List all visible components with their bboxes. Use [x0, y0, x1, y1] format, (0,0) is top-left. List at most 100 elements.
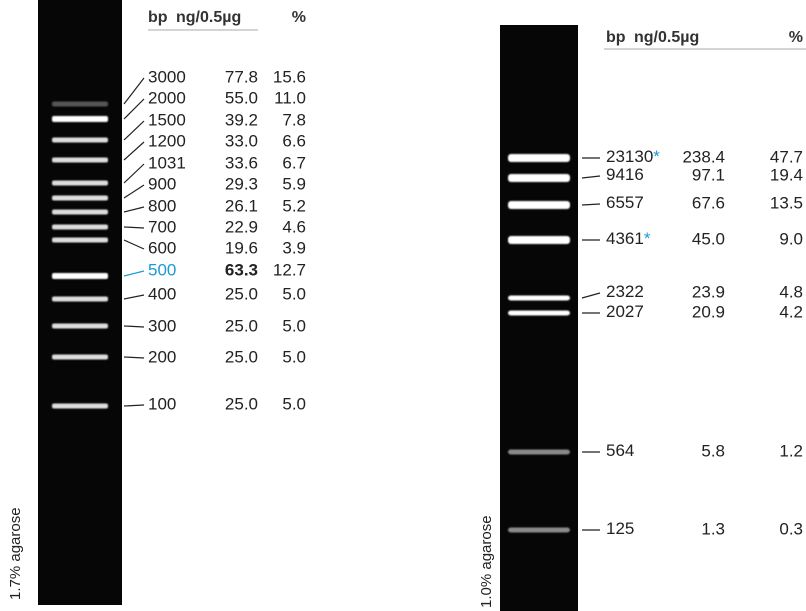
leader — [124, 357, 144, 358]
bp: 900 — [148, 174, 176, 193]
leader — [124, 78, 144, 104]
bp: 800 — [148, 196, 176, 215]
bp: 4361* — [606, 229, 651, 248]
bp: 700 — [148, 217, 176, 236]
bp-value: 6557 — [606, 193, 644, 212]
header-ng: ng/0.5µg — [634, 29, 699, 46]
pct: 5.0 — [282, 394, 306, 413]
leader — [124, 207, 144, 212]
bp: 400 — [148, 284, 176, 303]
band — [52, 273, 108, 279]
bp: 1200 — [148, 131, 186, 150]
bp: 9416 — [606, 165, 644, 184]
bp: 600 — [148, 238, 176, 257]
bp: 3000 — [148, 67, 186, 86]
bp: 2322 — [606, 282, 644, 301]
pct: 19.4 — [770, 165, 803, 184]
pct: 1.2 — [779, 441, 803, 460]
bp: 300 — [148, 316, 176, 335]
band — [508, 311, 570, 316]
ng: 25.0 — [225, 394, 258, 413]
leader — [124, 164, 144, 183]
ng: 97.1 — [692, 165, 725, 184]
leader — [582, 204, 600, 205]
ladder-figure: 1.7% agarose 1.0% agarose bp ng/0.5µg % … — [0, 0, 806, 611]
leader — [124, 121, 144, 140]
band — [52, 324, 108, 329]
leader — [124, 142, 144, 160]
band — [52, 297, 108, 302]
ng: 5.8 — [701, 441, 725, 460]
header-pct: % — [789, 29, 803, 46]
bp: 500 — [148, 260, 176, 279]
bp: 564 — [606, 441, 634, 460]
bp-value: 2027 — [606, 302, 644, 321]
header-ng: ng/0.5µg — [176, 9, 241, 26]
pct: 5.0 — [282, 347, 306, 366]
band — [52, 404, 108, 409]
pct: 11.0 — [274, 88, 306, 107]
band — [52, 210, 108, 215]
pct: 6.7 — [282, 153, 306, 172]
ng: 238.4 — [682, 147, 725, 166]
bp-value: 4361 — [606, 229, 644, 248]
bp: 125 — [606, 519, 634, 538]
gel-right — [500, 25, 578, 611]
pct: 12.7 — [273, 260, 306, 279]
bp: 100 — [148, 394, 176, 413]
band — [508, 528, 570, 533]
leader — [124, 99, 144, 119]
header-pct: % — [292, 9, 306, 26]
ng: 25.0 — [225, 347, 258, 366]
pct: 3.9 — [282, 238, 306, 257]
ng: 25.0 — [225, 316, 258, 335]
band — [52, 138, 108, 143]
ng: 39.2 — [225, 110, 258, 129]
ng: 33.0 — [225, 131, 258, 150]
band — [508, 154, 570, 162]
leader — [124, 271, 144, 276]
caption: 1.7% agarose — [7, 507, 24, 600]
bp: 23130* — [606, 147, 660, 166]
pct: 4.8 — [779, 282, 803, 301]
header-bp: bp — [606, 29, 626, 46]
pct: 4.6 — [282, 217, 306, 236]
ng: 23.9 — [692, 282, 725, 301]
bp: 2027 — [606, 302, 644, 321]
ng: 1.3 — [701, 519, 725, 538]
leader — [582, 176, 600, 178]
bp-value: 125 — [606, 519, 634, 538]
bp-value: 2322 — [606, 282, 644, 301]
band — [508, 236, 570, 244]
ng: 67.6 — [692, 193, 725, 212]
pct: 5.2 — [282, 196, 306, 215]
band — [508, 201, 570, 209]
ng: 20.9 — [692, 302, 725, 321]
leader — [582, 293, 600, 298]
bp: 2000 — [148, 88, 186, 107]
ng: 33.6 — [225, 153, 258, 172]
band — [52, 158, 108, 163]
bp-value: 9416 — [606, 165, 644, 184]
ng: 22.9 — [225, 217, 258, 236]
pct: 5.0 — [282, 284, 306, 303]
bp: 6557 — [606, 193, 644, 212]
pct: 9.0 — [779, 229, 803, 248]
ng: 77.8 — [225, 67, 258, 86]
caption: 1.0% agarose — [478, 515, 495, 608]
ng: 19.6 — [225, 238, 258, 257]
pct: 6.6 — [282, 131, 306, 150]
footnote-mark: * — [653, 147, 660, 166]
band — [508, 296, 570, 301]
ng: 55.0 — [225, 88, 258, 107]
header-bp: bp — [148, 9, 168, 26]
gel-left — [38, 0, 122, 605]
ng: 45.0 — [692, 229, 725, 248]
leader — [124, 185, 144, 198]
pct: 0.3 — [779, 519, 803, 538]
ng: 63.3 — [225, 260, 258, 279]
band — [508, 174, 570, 182]
ng: 29.3 — [225, 174, 258, 193]
band — [52, 181, 108, 186]
band — [52, 116, 108, 122]
